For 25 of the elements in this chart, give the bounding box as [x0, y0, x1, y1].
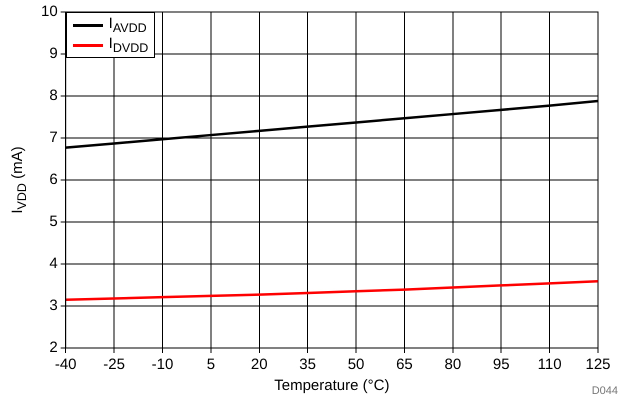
x-tick-label: -25	[103, 356, 125, 374]
y-tick-label: 3	[49, 297, 58, 314]
x-tick-label: 35	[299, 356, 316, 374]
y-tick-label: 6	[49, 171, 58, 188]
x-tick-label: 110	[538, 356, 562, 374]
y-tick-label: 4	[49, 255, 58, 272]
y-tick-label: 8	[49, 87, 58, 104]
y-tick-label: 10	[40, 3, 58, 20]
legend-label: I$_{AVDD}$	[108, 15, 147, 35]
text: D044	[592, 385, 618, 397]
x-tick-label: 65	[396, 356, 413, 374]
x-tick-label: -10	[152, 356, 174, 374]
y-tick-label: 2	[49, 339, 58, 356]
x-tick-label: 95	[492, 356, 510, 374]
y-tick-label: 5	[49, 213, 58, 230]
x-tick-label: 80	[444, 356, 462, 374]
x-tick-label: 50	[348, 356, 364, 374]
x-tick-label: 125	[585, 356, 611, 374]
y-tick-label: 7	[49, 129, 58, 146]
x-tick-label: 20	[250, 356, 268, 374]
x-tick-label: 5	[206, 356, 216, 374]
legend-label: I$_{DVDD}$	[108, 35, 148, 55]
y-tick-label: 9	[49, 45, 58, 62]
x-tick-label: -40	[54, 356, 77, 374]
x-axis-title: Temperature (°C)	[274, 377, 390, 394]
